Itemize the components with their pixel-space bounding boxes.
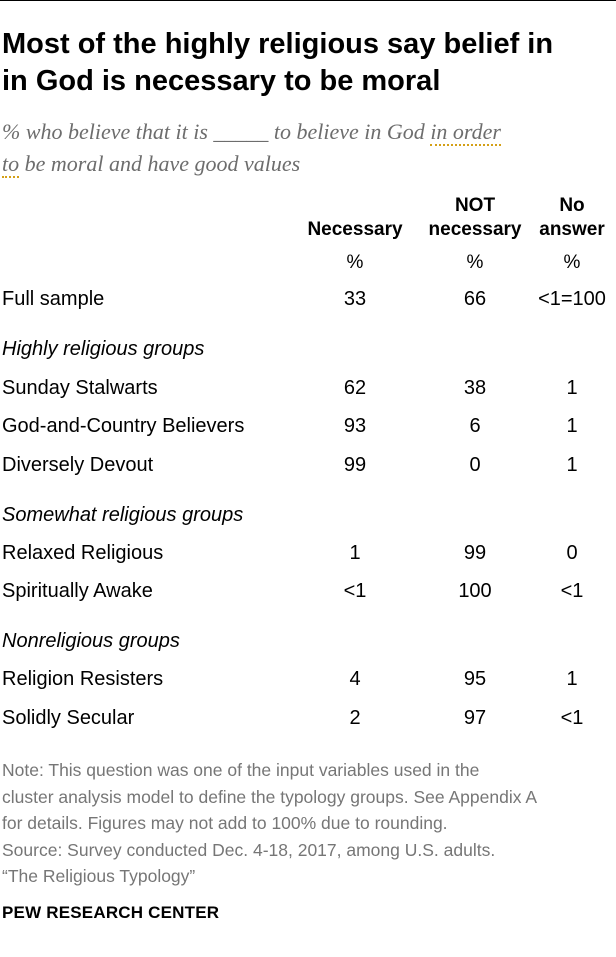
row-label-god-and-country-believers: God-and-Country Believers: [2, 415, 245, 437]
subtitle-part-2: be moral and have good values: [19, 151, 301, 176]
row-label-spiritually-awake: Spiritually Awake: [2, 580, 153, 602]
note-line-1: Note: This question was one of the input…: [2, 760, 480, 780]
cell-full-sample-necessary: 33: [343, 288, 367, 310]
cell-diversely-devout-necessary: 99: [343, 454, 367, 476]
group-label-somewhat-religious: Somewhat religious groups: [2, 504, 244, 526]
note-line-3: for details. Figures may not add to 100%…: [2, 813, 448, 833]
cell-spiritually-awake-necessary: <1: [343, 580, 367, 602]
note-line-2: cluster analysis model to define the typ…: [2, 786, 538, 807]
row-label-diversely-devout: Diversely Devout: [2, 454, 154, 476]
pct-label-no-answer: %: [563, 252, 581, 273]
row-label-religion-resisters: Religion Resisters: [2, 668, 164, 690]
group-label-nonreligious: Nonreligious groups: [2, 630, 180, 652]
cell-god-and-country-not-necessary: 6: [469, 415, 481, 437]
report-title-line: “The Religious Typology”: [2, 866, 196, 886]
note-block: Note: This question was one of the input…: [2, 757, 616, 890]
title-line-1: Most of the highly religious say belief …: [2, 28, 554, 60]
cell-full-sample-not-necessary: 66: [463, 288, 487, 310]
cell-spiritually-awake-not-necessary: 100: [458, 580, 492, 602]
column-header-not-necessary-line1: NOT: [454, 195, 496, 216]
cell-diversely-devout-no-answer: 1: [566, 454, 578, 476]
pct-label-not-necessary: %: [466, 252, 484, 273]
cell-solidly-secular-necessary: 2: [349, 707, 361, 729]
cell-god-and-country-no-answer: 1: [566, 415, 578, 437]
row-label-relaxed-religious: Relaxed Religious: [2, 542, 164, 564]
row-label-full-sample: Full sample: [2, 288, 105, 310]
cell-religion-resisters-no-answer: 1: [566, 668, 578, 690]
title-line-2: in God is necessary to be moral: [2, 65, 441, 97]
cell-spiritually-awake-no-answer: <1: [560, 580, 584, 602]
source-line: Source: Survey conducted Dec. 4-18, 2017…: [2, 839, 496, 860]
cell-relaxed-religious-necessary: 1: [349, 542, 361, 564]
column-header-necessary-text: Necessary: [307, 219, 403, 240]
column-header-not-necessary-line2: necessary: [428, 219, 522, 240]
column-header-necessary: Necessary: [300, 218, 410, 242]
group-label-highly-religious: Highly religious groups: [2, 338, 205, 360]
cell-relaxed-religious-no-answer: 0: [566, 542, 578, 564]
subtitle-term-link-cont[interactable]: to: [2, 151, 20, 178]
cell-diversely-devout-not-necessary: 0: [469, 454, 481, 476]
cell-full-sample-no-answer: <1=100: [538, 288, 606, 310]
pew-research-center-logo: PEW RESEARCH CENTER: [2, 903, 220, 922]
subtitle-part-1: % who believe that it is _____ to believ…: [2, 119, 431, 144]
cell-solidly-secular-not-necessary: 97: [463, 707, 487, 729]
cell-relaxed-religious-not-necessary: 99: [463, 542, 487, 564]
chart-subtitle: % who believe that it is _____ to believ…: [2, 116, 614, 180]
row-label-sunday-stalwarts: Sunday Stalwarts: [2, 377, 158, 399]
cell-sunday-stalwarts-no-answer: 1: [566, 377, 578, 399]
cell-sunday-stalwarts-necessary: 62: [343, 377, 367, 399]
cell-sunday-stalwarts-not-necessary: 38: [463, 377, 487, 399]
top-rule: [0, 0, 616, 1]
column-header-not-necessary: NOT necessary: [420, 194, 530, 242]
cell-god-and-country-necessary: 93: [343, 415, 367, 437]
column-header-no-answer-line1: No: [559, 195, 585, 216]
cell-religion-resisters-necessary: 4: [349, 668, 361, 690]
row-label-solidly-secular: Solidly Secular: [2, 707, 135, 729]
cell-solidly-secular-no-answer: <1: [560, 707, 584, 729]
subtitle-term-link[interactable]: in order: [430, 119, 501, 146]
column-header-no-answer-line2: answer: [539, 219, 605, 240]
column-header-no-answer: No answer: [527, 194, 616, 242]
cell-religion-resisters-not-necessary: 95: [463, 668, 487, 690]
chart-title: Most of the highly religious say belief …: [2, 26, 614, 100]
pct-label-necessary: %: [346, 252, 364, 273]
